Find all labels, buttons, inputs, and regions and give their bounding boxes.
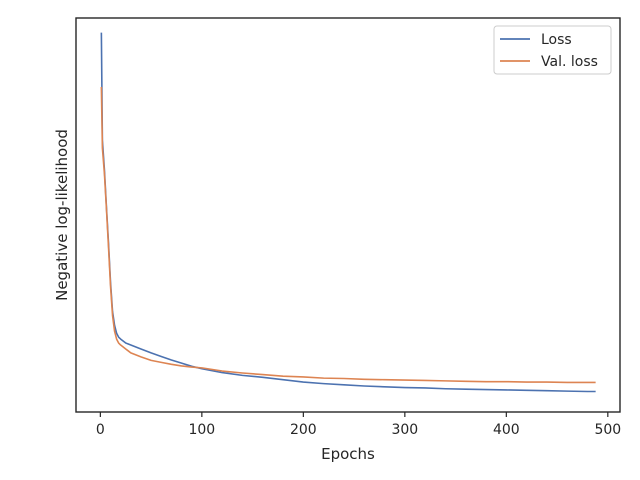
plot-lines (100, 32, 596, 393)
series-line-1 (100, 86, 596, 384)
y-axis-label: Negative log-likelihood (53, 129, 71, 301)
legend-label-1: Val. loss (541, 54, 598, 70)
x-tick-label: 0 (96, 422, 105, 438)
x-axis-ticks: 0 100 200 300 400 500 (96, 412, 621, 438)
x-tick-label: 100 (188, 422, 215, 438)
plot-frame (75, 17, 621, 413)
x-tick-label: 500 (594, 422, 621, 438)
x-tick-label: 300 (391, 422, 418, 438)
x-tick-label: 400 (493, 422, 520, 438)
legend: Loss Val. loss (493, 25, 612, 75)
x-tick-label: 200 (290, 422, 317, 438)
legend-label-0: Loss (541, 32, 572, 48)
series-line-0 (100, 32, 596, 393)
x-axis-label: Epochs (321, 445, 375, 463)
legend-box (493, 25, 612, 75)
